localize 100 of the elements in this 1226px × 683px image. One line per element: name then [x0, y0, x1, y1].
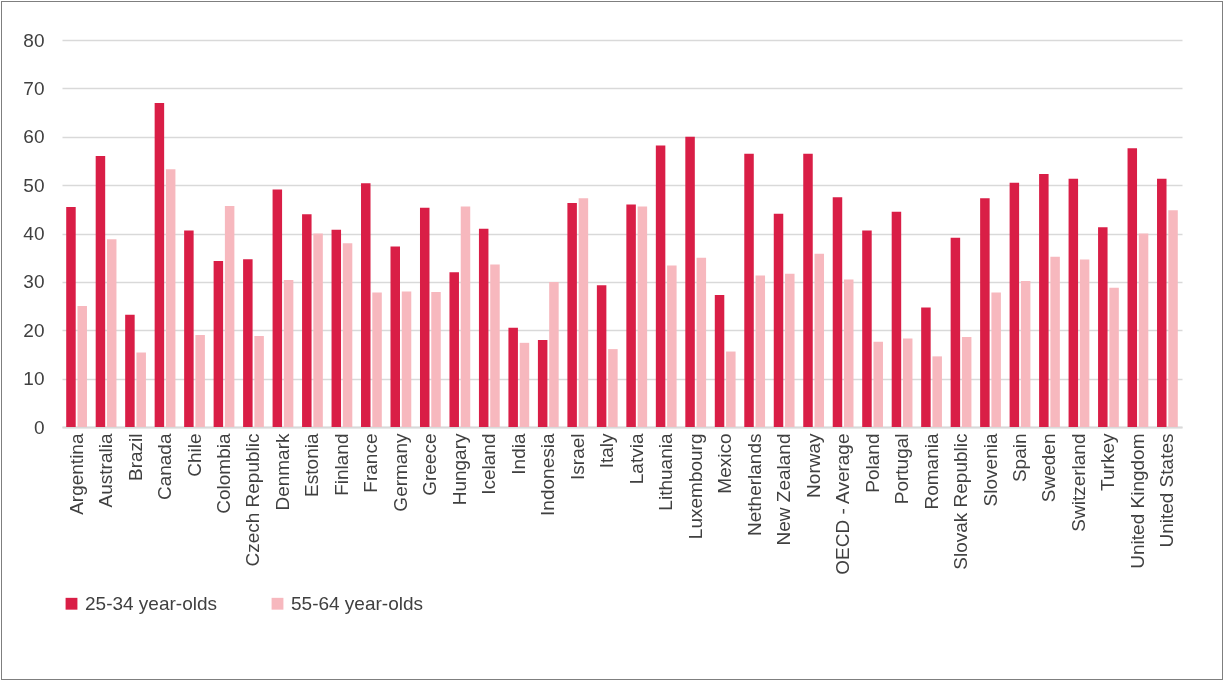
y-tick-label: 20	[23, 319, 45, 341]
bar	[626, 204, 636, 427]
bar	[891, 211, 902, 427]
bar	[980, 198, 990, 427]
x-tick-label: Denmark	[271, 433, 293, 511]
bar	[372, 292, 382, 427]
y-tick-label: 10	[23, 368, 45, 390]
bar	[549, 281, 559, 427]
bar	[449, 272, 459, 427]
x-tick-label: OECD - Average	[832, 433, 854, 575]
x-tick-label: Switzerland	[1067, 433, 1089, 532]
bar	[714, 294, 725, 427]
bar	[519, 342, 530, 427]
y-tick-label: 50	[23, 174, 45, 196]
x-tick-label: Netherlands	[743, 433, 765, 536]
x-tick-label: Latvia	[625, 433, 647, 485]
bar	[832, 197, 843, 427]
bar	[785, 273, 795, 427]
x-tick-label: Czech Republic	[242, 433, 264, 567]
x-tick-label: Lithuania	[655, 433, 677, 511]
bar	[655, 145, 666, 427]
bar	[1020, 280, 1031, 427]
bar	[106, 239, 117, 427]
x-tick-label: Germany	[389, 433, 411, 512]
bar	[873, 341, 883, 427]
bar	[1109, 287, 1119, 427]
bar	[77, 306, 87, 427]
bar	[272, 189, 283, 427]
x-tick-label: Portugal	[891, 433, 913, 505]
bar	[844, 279, 854, 427]
bar	[814, 253, 825, 427]
x-tick-label: Argentina	[65, 433, 87, 515]
bar	[243, 259, 253, 427]
bar	[254, 336, 264, 427]
bar	[1127, 148, 1138, 427]
bar	[419, 207, 430, 427]
bar	[1050, 256, 1060, 427]
x-tick-label: Poland	[861, 433, 883, 493]
bar	[136, 352, 146, 427]
x-tick-label: Italy	[596, 433, 618, 469]
bar	[1168, 210, 1178, 427]
y-tick-label: 80	[23, 29, 45, 51]
bar	[1068, 178, 1079, 427]
bar	[1138, 233, 1149, 427]
bar	[302, 214, 312, 427]
x-tick-label: Turkey	[1097, 433, 1119, 491]
x-tick-label: Hungary	[448, 433, 470, 506]
x-tick-label: Greece	[419, 433, 441, 496]
bar	[1098, 227, 1108, 427]
bar	[932, 356, 942, 427]
x-tick-label: Estonia	[301, 433, 323, 497]
bar	[224, 205, 235, 427]
x-tick-label: France	[360, 433, 382, 493]
bar	[596, 285, 607, 427]
bar	[125, 314, 135, 427]
y-tick-label: 0	[33, 416, 45, 438]
x-tick-label: United States	[1156, 433, 1178, 548]
bar	[331, 229, 342, 427]
x-tick-label: Romania	[920, 433, 942, 510]
bar	[313, 233, 323, 427]
legend-label: 55-64 year-olds	[291, 592, 424, 614]
x-tick-label: Colombia	[213, 433, 234, 514]
x-tick-label: Finland	[330, 433, 352, 496]
y-tick-label: 40	[23, 223, 45, 244]
x-tick-label: Brazil	[124, 433, 146, 482]
bar	[401, 291, 412, 427]
bar	[755, 275, 766, 427]
x-tick-label: Norway	[802, 433, 824, 498]
x-tick-label: Slovenia	[979, 433, 1001, 507]
bar	[862, 230, 872, 427]
bar	[902, 338, 913, 427]
bar	[431, 292, 441, 427]
x-tick-label: Mexico	[714, 433, 736, 494]
bar	[1039, 174, 1049, 427]
bar	[66, 206, 76, 427]
bar	[490, 264, 500, 427]
bar	[696, 257, 707, 427]
bar	[213, 261, 224, 427]
bar	[361, 183, 371, 427]
bar	[537, 339, 548, 427]
bar	[508, 327, 518, 427]
x-tick-label: Spain	[1009, 433, 1030, 483]
bar	[578, 198, 589, 427]
bar	[283, 279, 294, 427]
bar	[991, 292, 1001, 427]
bar	[1079, 259, 1090, 427]
bar	[773, 213, 784, 427]
x-tick-label: Canada	[154, 433, 176, 501]
bar	[1157, 178, 1167, 427]
bar	[685, 136, 695, 427]
bar	[478, 228, 489, 427]
y-tick-label: 60	[23, 126, 45, 148]
y-tick-label: 30	[23, 271, 45, 293]
bar	[460, 206, 471, 427]
bar	[184, 230, 194, 427]
bar	[803, 153, 813, 427]
bar	[961, 337, 972, 427]
x-tick-label: Sweden	[1038, 433, 1060, 503]
bar	[567, 203, 577, 427]
bar	[195, 335, 205, 427]
